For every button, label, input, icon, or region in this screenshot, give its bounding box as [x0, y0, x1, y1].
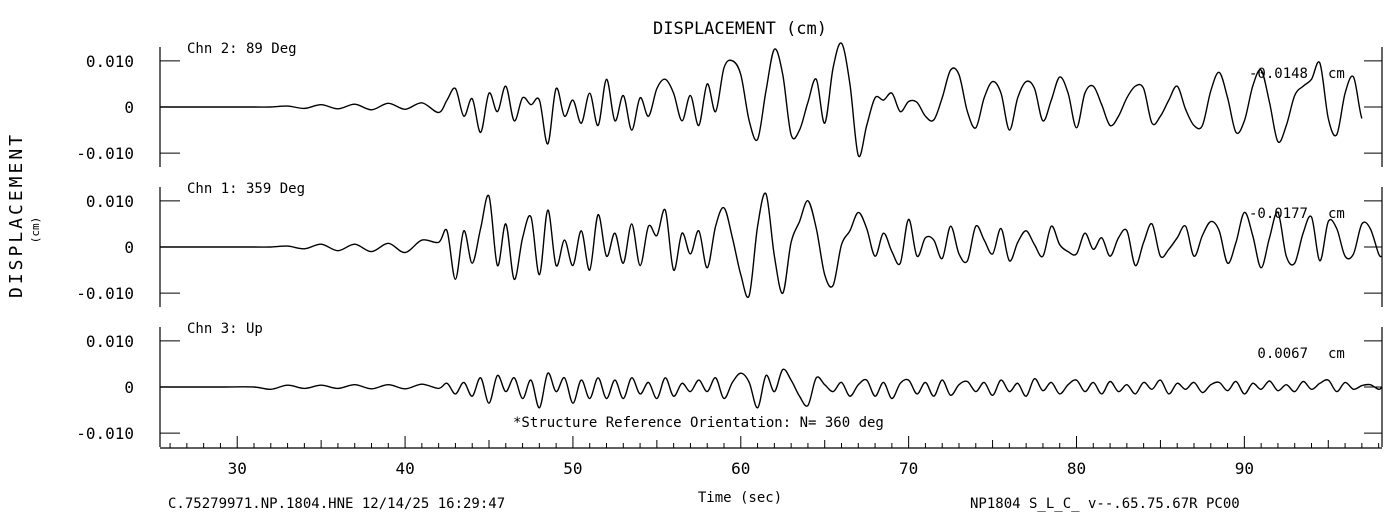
series-trace — [160, 192, 1383, 298]
chart-title: DISPLACEMENT (cm) — [653, 19, 827, 39]
y-tick-label: 0 — [124, 238, 134, 257]
peak-unit-label: cm — [1328, 346, 1345, 362]
y-tick-label: -0.010 — [76, 424, 134, 443]
channel-label: Chn 1: 359 Deg — [187, 181, 305, 197]
panel-1: 0.010 0 -0.010 Chn 2: 89 Deg -0.0148 cm — [76, 41, 1383, 167]
peak-value-label: -0.0148 — [1249, 66, 1308, 82]
x-tick-label: 30 — [228, 459, 247, 478]
peak-value-label: 0.0067 — [1257, 346, 1308, 362]
x-tick-label: 40 — [395, 459, 414, 478]
x-tick-label: 80 — [1067, 459, 1086, 478]
footer-station-code: NP1804 S_L_C_ v--.65.75.67R PC00 — [970, 496, 1240, 512]
y-axis-units: (cm) — [29, 217, 42, 244]
channel-label: Chn 3: Up — [187, 321, 263, 337]
series-trace — [159, 368, 1383, 409]
channel-label: Chn 2: 89 Deg — [187, 41, 297, 57]
panel-3: 0.010 0 -0.010 Chn 3: Up 0.0067 cm — [76, 321, 1383, 447]
y-axis-label: DISPLACEMENT — [6, 132, 27, 298]
y-tick-label: 0 — [124, 378, 134, 397]
peak-unit-label: cm — [1328, 206, 1345, 222]
x-tick-label: 50 — [563, 459, 582, 478]
y-tick-label: 0.010 — [86, 192, 134, 211]
y-tick-label: 0 — [124, 98, 134, 117]
x-tick-label: 60 — [731, 459, 750, 478]
x-axis-label: Time (sec) — [698, 490, 782, 506]
series-trace — [160, 42, 1363, 158]
footer-file-id: C.75279971.NP.1804.HNE 12/14/25 16:29:47 — [168, 496, 505, 512]
peak-unit-label: cm — [1328, 66, 1345, 82]
x-tick-label: 70 — [899, 459, 918, 478]
y-tick-label: -0.010 — [76, 284, 134, 303]
x-axis: 30 40 50 60 70 80 90 — [160, 436, 1382, 478]
y-tick-label: 0.010 — [86, 52, 134, 71]
y-tick-label: 0.010 — [86, 332, 134, 351]
y-tick-label: -0.010 — [76, 144, 134, 163]
orientation-note: *Structure Reference Orientation: N= 360… — [513, 415, 884, 431]
x-tick-label: 90 — [1235, 459, 1254, 478]
